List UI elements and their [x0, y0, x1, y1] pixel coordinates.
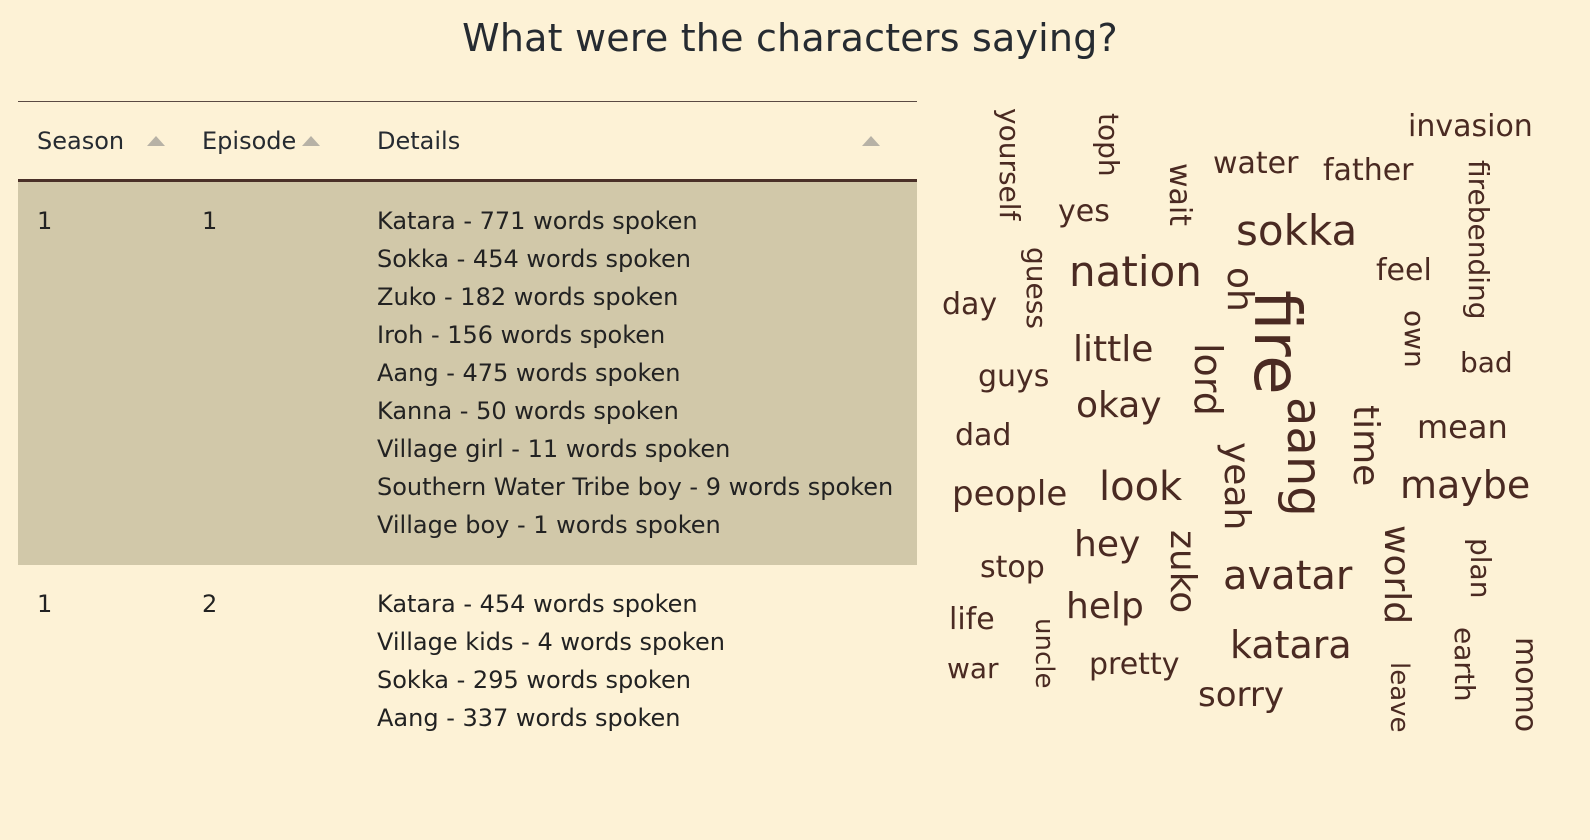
episodes-table: Season Episode Details 1 1 Katara - 771 wo… — [18, 101, 917, 758]
column-header-details[interactable]: Details — [358, 101, 917, 182]
detail-line: Katara - 454 words spoken — [377, 590, 698, 618]
word-cloud-word: guess — [1020, 247, 1053, 329]
word-cloud-word: water — [1213, 146, 1299, 181]
word-cloud-word: plan — [1464, 538, 1497, 599]
detail-line: Aang - 337 words spoken — [377, 704, 681, 732]
word-cloud-word: yeah — [1216, 442, 1257, 531]
word-cloud-word: father — [1323, 153, 1414, 188]
details-cell: Katara - 771 words spoken Sokka - 454 wor… — [358, 180, 917, 565]
word-cloud-word: guys — [978, 359, 1050, 394]
column-header-episode[interactable]: Episode — [183, 101, 358, 182]
detail-line: Southern Water Tribe boy - 9 words spoke… — [377, 473, 894, 501]
word-cloud-word: zuko — [1162, 530, 1203, 614]
word-cloud: fire aang nation sokka lord oh yeah time zuko ava… — [932, 100, 1552, 750]
word-cloud-word: time — [1345, 405, 1386, 487]
season-cell: 1 — [37, 590, 53, 618]
episodes-table-container: Season Episode Details 1 1 Katara - 771 wo… — [18, 101, 917, 758]
word-cloud-word: earth — [1448, 627, 1481, 702]
episode-cell: 1 — [183, 180, 358, 565]
detail-line: Iroh - 156 words spoken — [377, 321, 666, 349]
word-cloud-word: help — [1066, 586, 1144, 627]
word-cloud-word: little — [1073, 329, 1154, 370]
word-cloud-word: momo — [1508, 637, 1543, 733]
detail-line: Village girl - 11 words spoken — [377, 435, 731, 463]
episode-cell: 2 — [202, 590, 218, 618]
detail-line: Katara - 771 words spoken — [377, 207, 698, 235]
column-header-season[interactable]: Season — [18, 101, 183, 182]
word-cloud-word: nation — [1069, 247, 1202, 296]
word-cloud-word: aang — [1276, 397, 1332, 517]
table-body: 1 1 Katara - 771 words spoken Sokka - 454 w… — [18, 180, 917, 759]
word-cloud-word: katara — [1230, 623, 1352, 667]
table-header-row: Season Episode Details — [18, 101, 917, 182]
detail-line: Zuko - 182 words spoken — [377, 283, 679, 311]
word-cloud-word: stop — [980, 550, 1045, 585]
word-cloud-word: feel — [1376, 253, 1432, 288]
word-cloud-word: firebending — [1462, 160, 1495, 320]
word-cloud-word: dad — [955, 418, 1012, 453]
word-cloud-word: life — [949, 602, 995, 637]
table-header: Season Episode Details — [18, 101, 917, 182]
word-cloud-word: invasion — [1408, 109, 1533, 144]
page-title: What were the characters saying? — [462, 16, 1118, 60]
word-cloud-word: yes — [1058, 194, 1110, 229]
season-cell: 1 — [18, 180, 183, 565]
word-cloud-word: avatar — [1223, 553, 1353, 599]
column-header-label: Details — [377, 126, 461, 155]
detail-line: Village boy - 1 words spoken — [377, 511, 721, 539]
word-cloud-word: oh — [1219, 267, 1260, 312]
sort-ascending-icon[interactable] — [147, 136, 165, 146]
word-cloud-word: own — [1398, 310, 1431, 368]
word-cloud-word: hey — [1074, 524, 1141, 565]
word-cloud-word: war — [947, 652, 999, 685]
word-cloud-word: yourself — [993, 108, 1026, 221]
word-cloud-word: look — [1099, 464, 1183, 510]
column-header-label: Episode — [202, 126, 297, 155]
word-cloud-word: okay — [1076, 385, 1162, 426]
table-row[interactable]: 1 2 Katara - 454 words spoken Village kids … — [18, 565, 917, 758]
word-cloud-word: mean — [1417, 408, 1508, 446]
detail-line: Sokka - 454 words spoken — [377, 245, 691, 273]
word-cloud-word: sorry — [1198, 675, 1284, 715]
column-header-label: Season — [37, 126, 125, 155]
word-cloud-word: leave — [1384, 662, 1414, 733]
table-row[interactable]: 1 1 Katara - 771 words spoken Sokka - 454 w… — [18, 180, 917, 565]
word-cloud-word: day — [942, 287, 998, 322]
word-cloud-word: world — [1376, 525, 1417, 625]
word-cloud-word: lord — [1186, 343, 1230, 416]
word-cloud-word: maybe — [1400, 463, 1531, 507]
word-cloud-word: toph — [1092, 113, 1125, 177]
detail-line: Aang - 475 words spoken — [377, 359, 681, 387]
word-cloud-word: people — [952, 474, 1068, 514]
sort-ascending-icon[interactable] — [862, 136, 880, 146]
word-cloud-word: wait — [1162, 163, 1197, 227]
detail-line: Sokka - 295 words spoken — [377, 666, 691, 694]
detail-line: Kanna - 50 words spoken — [377, 397, 679, 425]
detail-line: Village kids - 4 words spoken — [377, 628, 725, 656]
word-cloud-word: bad — [1460, 346, 1513, 379]
details-cell: Katara - 454 words spoken Village kids - … — [358, 565, 917, 758]
sort-ascending-icon[interactable] — [302, 136, 320, 146]
word-cloud-word: pretty — [1089, 647, 1180, 682]
word-cloud-word: uncle — [1029, 618, 1059, 689]
word-cloud-word: sokka — [1236, 206, 1358, 255]
